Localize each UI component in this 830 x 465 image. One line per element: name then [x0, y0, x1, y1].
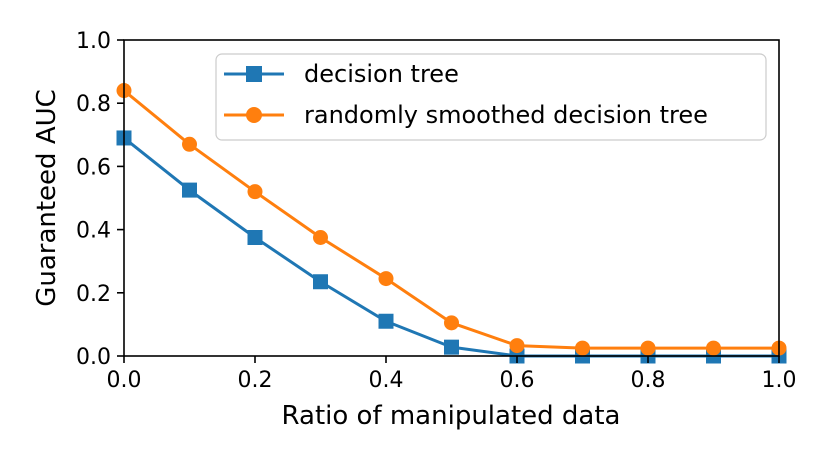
data-point-circle [706, 340, 721, 356]
legend-label-smoothed-tree: randomly smoothed decision tree [304, 101, 708, 129]
x-axis-label: Ratio of manipulated data [282, 401, 621, 431]
data-point-square [378, 313, 394, 329]
y-tick-label: 1.0 [76, 29, 111, 54]
data-point-circle [444, 315, 459, 331]
legend-box [215, 53, 767, 141]
y-tick-label: 0.0 [76, 345, 111, 370]
x-tick-label: 1.0 [762, 368, 797, 393]
data-point-circle [640, 340, 656, 356]
y-axis-label: Guaranteed AUC [32, 89, 62, 307]
x-tick-label: 0.0 [107, 368, 142, 393]
data-point-circle [313, 230, 328, 245]
data-point-square [182, 182, 197, 198]
legend: decision tree randomly smoothed decision… [215, 53, 767, 141]
legend-circle-marker [246, 107, 262, 123]
data-point-circle [378, 271, 394, 287]
data-point-circle [247, 184, 263, 200]
x-tick-label: 0.8 [631, 368, 666, 393]
legend-label-decision-tree: decision tree [304, 60, 459, 88]
data-point-square [313, 274, 328, 290]
legend-square-marker [246, 66, 262, 82]
axes-layer: 0.0 0.2 0.4 0.6 0.8 1.0 0.0 0.2 0.4 0.6 0.8 1.0 [76, 29, 797, 393]
x-tick-label: 0.2 [238, 368, 273, 393]
data-point-circle [509, 338, 525, 354]
data-point-square [247, 230, 263, 245]
data-point-circle [182, 136, 197, 152]
x-tick-label: 0.6 [500, 368, 535, 393]
series-layer [116, 83, 787, 364]
x-tick-label: 0.4 [369, 368, 404, 393]
y-tick-label: 0.2 [76, 282, 111, 307]
data-point-square [444, 339, 459, 355]
plot-frame [123, 39, 780, 357]
y-tick-label: 0.4 [76, 219, 111, 244]
y-tick-label: 0.6 [76, 155, 111, 180]
data-point-circle [575, 340, 590, 356]
y-tick-label: 0.8 [76, 92, 111, 117]
